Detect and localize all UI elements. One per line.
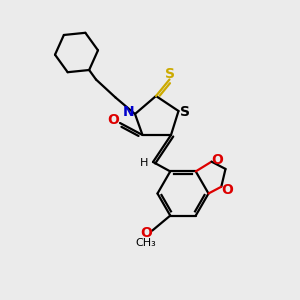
Text: S: S <box>180 106 190 119</box>
Text: N: N <box>123 106 134 119</box>
Text: H: H <box>140 158 148 169</box>
Text: O: O <box>221 183 232 197</box>
Text: CH₃: CH₃ <box>136 238 157 248</box>
Text: O: O <box>107 113 119 127</box>
Text: O: O <box>211 153 223 167</box>
Text: O: O <box>140 226 152 240</box>
Text: S: S <box>165 67 175 81</box>
